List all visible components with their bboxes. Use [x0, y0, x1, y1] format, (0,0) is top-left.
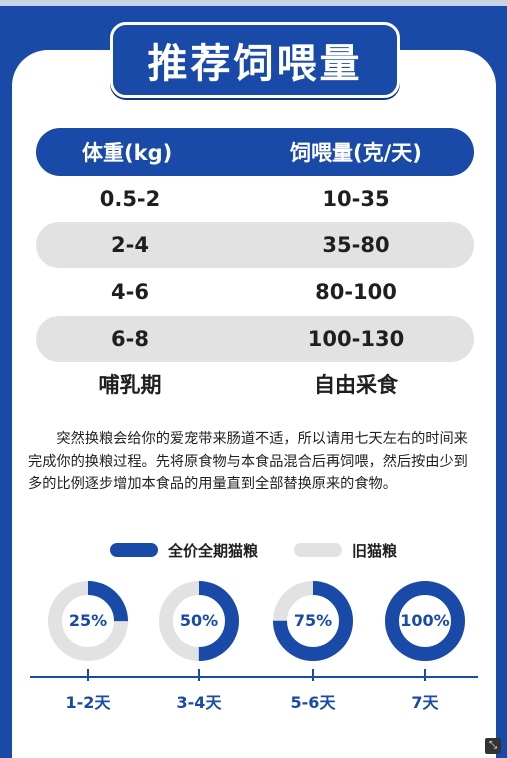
donut-ring	[48, 581, 128, 661]
weight-cell: 6-8	[111, 327, 149, 351]
table-row: 哺乳期 自由采食	[36, 362, 474, 408]
donut-percent: 50%	[179, 611, 219, 630]
header-weight: 体重(kg)	[82, 141, 173, 165]
donut-arc	[385, 581, 465, 661]
transition-donut: 100%	[384, 580, 466, 662]
old-food-swatch	[294, 543, 342, 557]
donut-arc	[273, 581, 353, 661]
table-row: 6-8 100-130	[36, 316, 474, 362]
weight-cell: 哺乳期	[98, 373, 162, 397]
feeding-table-header: 体重(kg) 饲喂量(克/天)	[36, 128, 474, 176]
transition-donut: 75%	[272, 580, 354, 662]
amount-cell: 10-35	[322, 187, 390, 211]
donut-ring	[159, 581, 239, 661]
new-food-swatch	[110, 543, 158, 557]
page-title: 推荐饲喂量	[147, 41, 363, 87]
weight-cell: 4-6	[111, 280, 149, 304]
legend-new-food: 全价全期猫粮	[110, 538, 258, 562]
donut-ring	[385, 581, 465, 661]
header-amount: 饲喂量(克/天)	[290, 141, 422, 165]
legend-old-food: 旧猫粮	[294, 538, 397, 562]
timeline-tick	[424, 669, 426, 681]
table-row: 0.5-2 10-35	[36, 176, 474, 222]
amount-cell: 100-130	[307, 327, 405, 351]
legend-new-food-label: 全价全期猫粮	[168, 541, 259, 560]
timeline-tick	[312, 669, 314, 681]
expand-icon[interactable]: ⤡	[485, 738, 501, 754]
table-row: 2-4 35-80	[36, 222, 474, 268]
weight-cell: 2-4	[111, 233, 149, 257]
timeline-tick	[198, 669, 200, 681]
amount-cell: 35-80	[322, 233, 390, 257]
transition-description: 突然换粮会给你的爱宠带来肠道不适，所以请用七天左右的时间来完成你的换粮过程。先将…	[28, 431, 468, 492]
transition-donut: 50%	[158, 580, 240, 662]
donut-ring	[273, 581, 353, 661]
timeline-tick	[87, 669, 89, 681]
step-label: 7天	[411, 693, 439, 712]
donut-percent: 25%	[68, 611, 108, 630]
table-row: 4-6 80-100	[36, 269, 474, 315]
step-label: 3-4天	[176, 693, 222, 712]
donut-arc	[159, 581, 239, 661]
legend-old-food-label: 旧猫粮	[352, 541, 398, 560]
amount-cell: 80-100	[315, 280, 397, 304]
step-label: 5-6天	[290, 693, 336, 712]
title-banner: 推荐饲喂量	[110, 22, 400, 98]
timeline-line	[30, 676, 478, 678]
top-band	[0, 0, 507, 6]
donut-percent: 75%	[293, 611, 333, 630]
weight-cell: 0.5-2	[99, 187, 161, 211]
donut-percent: 100%	[400, 611, 450, 630]
step-label: 1-2天	[65, 693, 111, 712]
transition-donut: 25%	[47, 580, 129, 662]
amount-cell: 自由采食	[314, 373, 398, 397]
donut-arc	[48, 581, 128, 661]
